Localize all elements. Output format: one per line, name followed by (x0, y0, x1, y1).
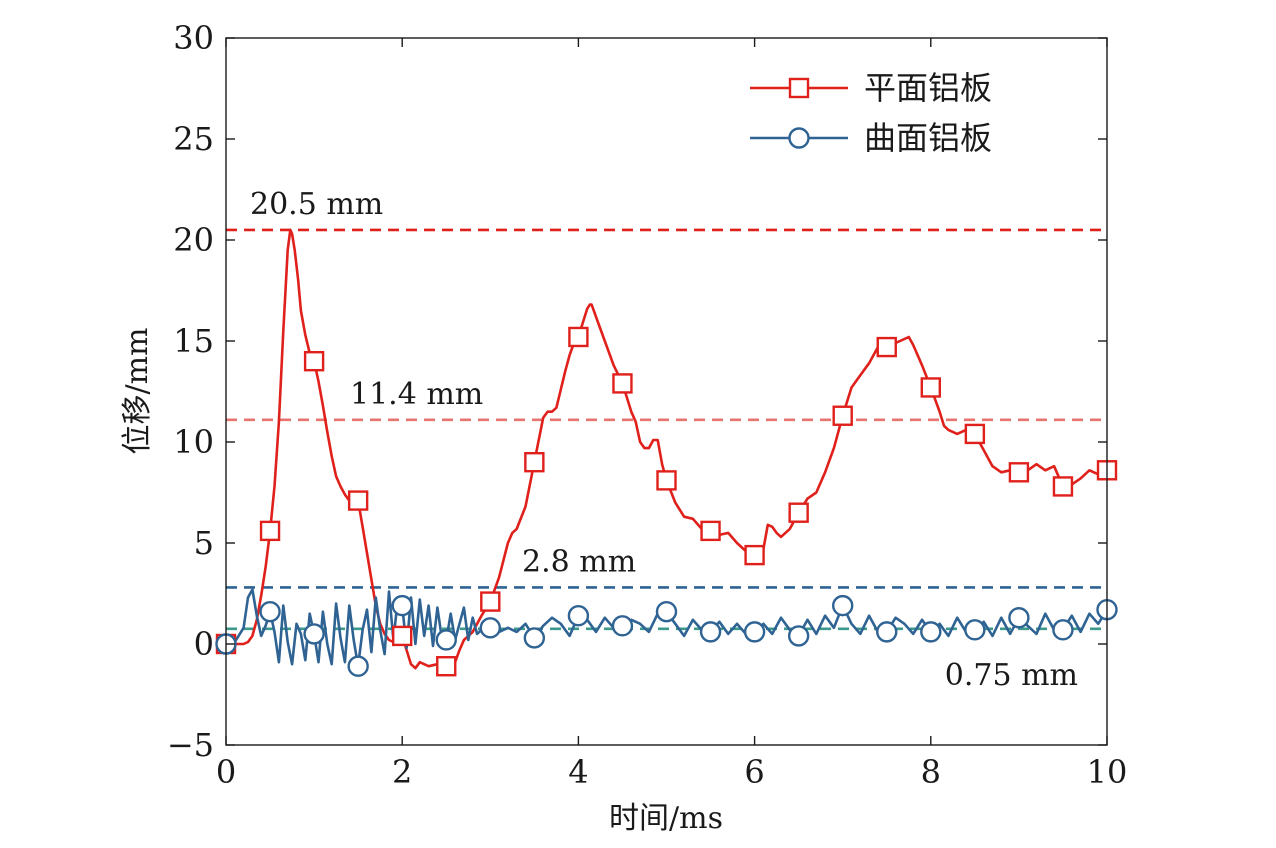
data-point-circle (523, 627, 546, 649)
data-point-square (700, 520, 721, 542)
y-tick-label: 25 (173, 120, 214, 158)
series-line (225, 588, 1109, 668)
data-point-square (436, 656, 457, 677)
y-tick-label: 20 (173, 221, 214, 259)
y-tick-label: 30 (173, 19, 214, 57)
data-point-square (347, 490, 369, 511)
data-point-circle (743, 621, 766, 643)
data-point-square (1052, 476, 1074, 497)
data-point-square (876, 336, 897, 358)
data-point-square (259, 520, 281, 542)
data-point-circle (391, 594, 413, 617)
y-axis-label: 位移/mm (120, 327, 155, 454)
reference-label: 11.4 mm (350, 377, 483, 412)
x-tick-label: 6 (744, 753, 764, 791)
y-tick-label: 5 (194, 524, 214, 562)
data-point-square (788, 502, 809, 523)
data-point-square (303, 351, 325, 372)
data-point-square (392, 625, 413, 647)
y-tick-label: 15 (173, 322, 214, 360)
data-point-circle (259, 600, 281, 623)
data-point-circle (435, 629, 457, 651)
data-point-square (612, 373, 633, 394)
data-point-square (1008, 462, 1030, 483)
data-point-circle (876, 621, 898, 643)
data-point-square (964, 423, 986, 445)
data-point-square (480, 591, 501, 612)
x-tick-label: 8 (921, 753, 941, 791)
data-point-square (524, 452, 545, 473)
x-tick-label: 0 (216, 753, 236, 791)
x-axis-label: 时间/ms (609, 801, 723, 836)
data-point-circle (787, 625, 810, 647)
data-point-circle (920, 621, 942, 643)
x-tick-label: 2 (392, 753, 412, 791)
legend-marker-circle (788, 127, 810, 149)
data-point-square (920, 377, 941, 398)
data-point-circle (655, 600, 678, 623)
data-point-circle (1052, 619, 1074, 641)
reference-label: 20.5 mm (250, 187, 383, 222)
x-tick-label: 10 (1087, 753, 1128, 791)
reference-label: 2.8 mm (522, 544, 636, 579)
legend-label: 曲面铝板 (864, 119, 992, 157)
data-point-square (568, 326, 589, 348)
data-point-circle (347, 655, 369, 677)
data-point-circle (699, 621, 722, 643)
data-point-circle (611, 615, 634, 637)
data-point-circle (567, 605, 590, 627)
y-tick-label: 0 (194, 625, 214, 663)
legend-marker-square (788, 77, 810, 99)
series-markers (215, 326, 1118, 677)
plot-frame (225, 37, 1108, 746)
data-point-circle (303, 623, 325, 645)
data-point-circle (832, 594, 854, 617)
y-tick-label: 10 (173, 423, 214, 461)
reference-labels: 20.5 mm 11.4 mm 2.8 mm 0.75 mm (250, 187, 1078, 693)
data-point-circle (964, 619, 986, 641)
data-point-circle (479, 617, 501, 639)
data-point-circle (1008, 607, 1030, 629)
data-point-square (832, 405, 853, 426)
reference-label: 0.75 mm (945, 658, 1078, 693)
y-tick-label: −5 (167, 726, 214, 764)
data-point-square (744, 544, 765, 566)
legend-label: 平面铝板 (864, 69, 992, 107)
x-tick-label: 4 (568, 753, 588, 791)
data-point-square (656, 470, 677, 491)
